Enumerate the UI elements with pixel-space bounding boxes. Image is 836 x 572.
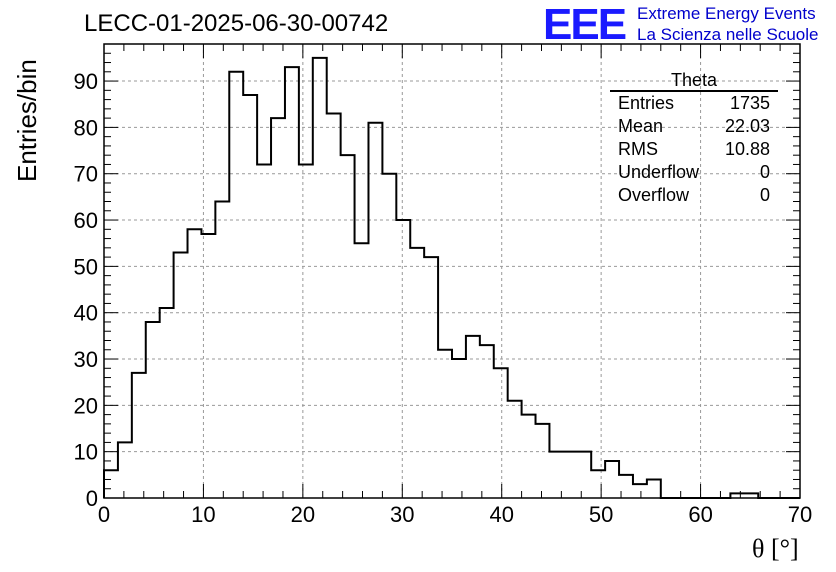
- histogram-bin: [188, 229, 202, 498]
- x-tick-label: 60: [688, 502, 712, 527]
- histogram-bin: [229, 72, 243, 498]
- histogram-bin: [146, 322, 160, 498]
- x-tick-label: 40: [489, 502, 513, 527]
- histogram-bin: [160, 308, 174, 498]
- histogram-bin: [424, 257, 438, 498]
- stats-title: Theta: [610, 70, 778, 92]
- histogram-bin: [522, 415, 536, 498]
- logo-text-line1: Extreme Energy Events: [637, 4, 816, 23]
- stats-row-mean: Mean 22.03: [610, 115, 778, 138]
- logo-text-line2: La Scienza nelle Scuole: [637, 25, 819, 44]
- grid-lines: [104, 44, 800, 498]
- histogram-bin: [508, 401, 522, 498]
- stats-value: 0: [759, 185, 770, 205]
- stats-label: Underflow: [618, 162, 700, 182]
- histogram-outline: [103, 56, 800, 499]
- stats-label: Overflow: [618, 185, 690, 205]
- x-tick-label: 20: [291, 502, 315, 527]
- histogram-bin: [480, 345, 494, 498]
- stats-label: RMS: [618, 139, 658, 159]
- y-tick-label: 90: [74, 69, 98, 94]
- stats-row-overflow: Overflow 0: [610, 184, 778, 207]
- histogram-bin: [577, 452, 591, 498]
- histogram-bin: [368, 123, 382, 498]
- histogram-bin: [382, 174, 396, 498]
- histogram-bin: [118, 442, 132, 498]
- histogram-bin: [494, 368, 508, 498]
- stats-value: 0: [759, 162, 770, 182]
- histogram-bin: [271, 118, 285, 498]
- histogram-bin: [313, 58, 327, 498]
- x-axis-label: θ [°]: [752, 534, 799, 563]
- histogram-bin: [452, 359, 466, 498]
- stats-value: 22.03: [724, 116, 770, 136]
- histogram-bin: [466, 336, 480, 498]
- y-tick-label: 40: [74, 301, 98, 326]
- stats-box: Theta Entries 1735 Mean 22.03 RMS 10.88 …: [610, 70, 778, 207]
- histogram-bin: [299, 164, 313, 498]
- chart-title: LECC-01-2025-06-30-00742: [84, 10, 389, 37]
- histogram-series: [103, 56, 800, 499]
- y-tick-label: 70: [74, 162, 98, 187]
- histogram-bin: [591, 470, 605, 498]
- y-tick-label: 20: [74, 393, 98, 418]
- plot-frame: [103, 43, 801, 499]
- histogram-bin: [174, 252, 188, 498]
- histogram-bin: [327, 113, 341, 498]
- histogram-bin: [563, 452, 577, 498]
- y-tick-label: 60: [74, 208, 98, 233]
- histogram-bin: [410, 248, 424, 498]
- histogram-bin: [243, 95, 257, 498]
- y-tick-label: 80: [74, 115, 98, 140]
- histogram-bin: [438, 350, 452, 498]
- eee-logo-mark: EEE: [543, 0, 627, 49]
- tick-labels: 0 10 20 30 40 50 60 70 0 10 20 30 40 50 60 70 80 90: [74, 69, 813, 527]
- stats-row-underflow: Underflow 0: [610, 161, 778, 184]
- stats-row-entries: Entries 1735: [610, 92, 778, 115]
- histogram-bin: [104, 470, 118, 498]
- histogram-bin: [605, 461, 619, 498]
- histogram-bin: [355, 243, 369, 498]
- x-tick-label: 50: [589, 502, 613, 527]
- y-tick-label: 30: [74, 347, 98, 372]
- y-axis-label: Entries/bin: [12, 59, 42, 182]
- histogram-bin: [132, 373, 146, 498]
- histogram-bin: [647, 479, 661, 498]
- stats-label: Entries: [618, 93, 675, 113]
- histogram-bin: [341, 155, 355, 498]
- histogram-bin: [215, 202, 229, 498]
- stats-value: 10.88: [724, 139, 770, 159]
- histogram-bin: [536, 424, 550, 498]
- x-tick-label: 10: [191, 502, 215, 527]
- x-tick-label: 70: [788, 502, 812, 527]
- x-tick-label: 30: [390, 502, 414, 527]
- stats-row-rms: RMS 10.88: [610, 138, 778, 161]
- histogram-bin: [633, 484, 647, 498]
- x-tick-label: 0: [98, 502, 110, 527]
- y-tick-label: 50: [74, 254, 98, 279]
- y-tick-label: 0: [86, 486, 98, 511]
- stats-label: Mean: [618, 116, 664, 136]
- histogram-bin: [257, 164, 271, 498]
- stats-value: 1735: [729, 93, 770, 113]
- histogram-bin: [285, 67, 299, 498]
- y-tick-label: 10: [74, 440, 98, 465]
